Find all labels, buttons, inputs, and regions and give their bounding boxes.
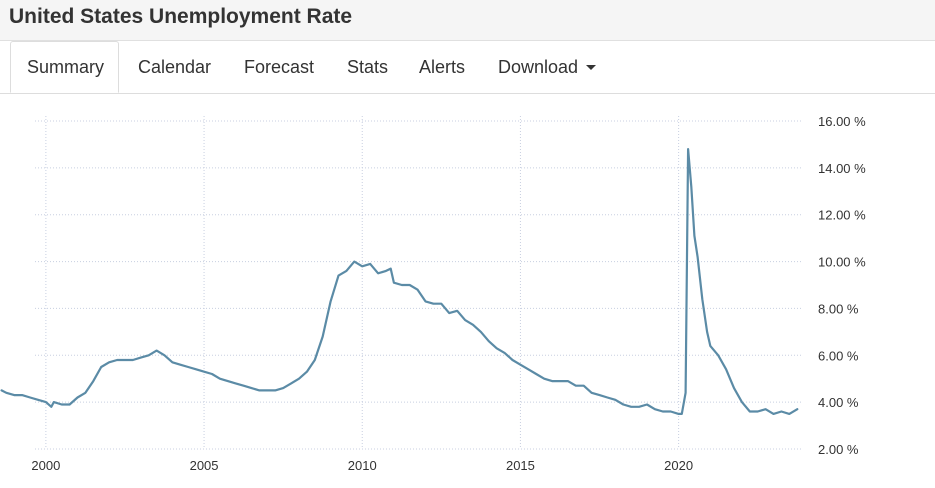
chevron-down-icon [586,64,597,70]
y-tick-label: 2.00 % [818,442,859,457]
tab-forecast[interactable]: Forecast [244,41,314,93]
y-tick-label: 6.00 % [818,348,859,363]
x-tick-label: 2005 [190,458,219,473]
series-layer [0,147,799,415]
y-tick-label: 14.00 % [818,161,866,176]
tab-download[interactable]: Download [498,41,597,93]
tab-summary[interactable]: Summary [10,41,120,93]
tab-stats[interactable]: Stats [347,41,388,93]
unemployment-chart: 2.00 % 4.00 % 6.00 % 8.00 % 10.00 % 12.00 % 14… [0,114,866,473]
x-tick-label: 2015 [506,458,535,473]
grid [35,116,802,450]
y-tick-label: 8.00 % [818,301,859,316]
page-title: United States Unemployment Rate [9,5,353,28]
tab-alerts[interactable]: Alerts [419,41,465,93]
tab-calendar-label: Calendar [138,57,212,77]
title-bar: United States Unemployment Rate [0,0,935,41]
y-tick-label: 4.00 % [818,395,859,410]
tab-stats-label: Stats [347,57,389,77]
tab-summary-label: Summary [27,57,105,77]
chart-area: 2.00 % 4.00 % 6.00 % 8.00 % 10.00 % 12.00 % 14… [0,94,935,488]
x-tick-label: 2010 [348,458,377,473]
tab-download-label: Download [498,57,579,77]
tab-calendar[interactable]: Calendar [138,41,211,93]
axis-labels: 2.00 % 4.00 % 6.00 % 8.00 % 10.00 % 12.00 % 14… [31,114,866,473]
tab-bar: Summary Calendar Forecast Stats Alerts D… [0,41,935,94]
y-tick-label: 12.00 % [818,208,866,223]
x-tick-label: 2000 [31,458,60,473]
y-tick-label: 16.00 % [818,114,866,129]
y-tick-label: 10.00 % [818,255,866,270]
tab-forecast-label: Forecast [244,57,315,77]
tab-alerts-label: Alerts [419,57,466,77]
x-tick-label: 2020 [664,458,693,473]
unemployment-rate-line [0,147,799,415]
